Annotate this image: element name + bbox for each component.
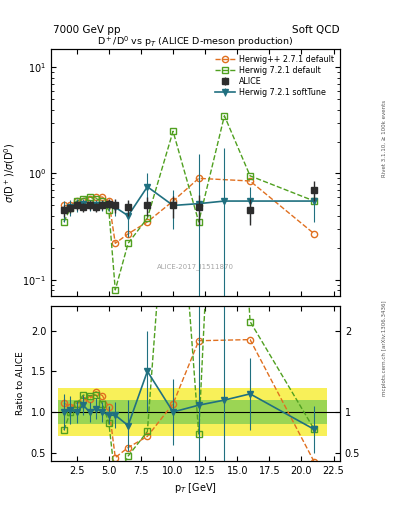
Herwig++ 2.7.1 default <box>87 196 92 202</box>
Herwig 7.2.1 default <box>81 196 86 202</box>
Line: Herwig 7.2.1 default: Herwig 7.2.1 default <box>61 113 318 293</box>
Text: Soft QCD: Soft QCD <box>292 25 340 35</box>
Text: mcplots.cern.ch [arXiv:1306.3436]: mcplots.cern.ch [arXiv:1306.3436] <box>382 301 387 396</box>
X-axis label: p$_T$ [GeV]: p$_T$ [GeV] <box>174 481 217 495</box>
Legend: Herwig++ 2.7.1 default, Herwig 7.2.1 default, ALICE, Herwig 7.2.1 softTune: Herwig++ 2.7.1 default, Herwig 7.2.1 def… <box>213 53 336 99</box>
Herwig 7.2.1 default <box>62 219 66 225</box>
Y-axis label: $\sigma$(D$^+$)/$\sigma$(D$^0$): $\sigma$(D$^+$)/$\sigma$(D$^0$) <box>2 142 17 203</box>
Herwig++ 2.7.1 default <box>74 198 79 204</box>
Herwig++ 2.7.1 default <box>312 231 317 237</box>
Herwig 7.2.1 default <box>100 198 105 204</box>
Herwig 7.2.1 default <box>248 173 252 179</box>
Herwig++ 2.7.1 default <box>100 194 105 200</box>
Herwig 7.2.1 default <box>196 219 201 225</box>
Herwig 7.2.1 default <box>74 198 79 204</box>
Text: 7000 GeV pp: 7000 GeV pp <box>53 25 121 35</box>
Herwig 7.2.1 default <box>87 194 92 200</box>
Herwig++ 2.7.1 default <box>62 202 66 208</box>
Herwig 7.2.1 default <box>145 215 150 221</box>
Text: Rivet 3.1.10, ≥ 100k events: Rivet 3.1.10, ≥ 100k events <box>382 100 387 177</box>
Herwig++ 2.7.1 default <box>107 198 111 204</box>
Title: D$^+$/D$^0$ vs p$_T$ (ALICE D-meson production): D$^+$/D$^0$ vs p$_T$ (ALICE D-meson prod… <box>97 34 294 49</box>
Line: Herwig++ 2.7.1 default: Herwig++ 2.7.1 default <box>61 175 318 246</box>
Herwig++ 2.7.1 default <box>126 231 130 237</box>
Y-axis label: Ratio to ALICE: Ratio to ALICE <box>16 352 25 415</box>
Herwig++ 2.7.1 default <box>248 178 252 184</box>
Herwig++ 2.7.1 default <box>145 219 150 225</box>
Herwig++ 2.7.1 default <box>113 240 118 246</box>
Herwig++ 2.7.1 default <box>196 175 201 181</box>
Herwig 7.2.1 default <box>94 196 98 202</box>
Herwig++ 2.7.1 default <box>68 202 73 208</box>
Herwig++ 2.7.1 default <box>81 198 86 204</box>
Herwig 7.2.1 default <box>222 113 227 119</box>
Herwig 7.2.1 default <box>68 205 73 211</box>
Herwig 7.2.1 default <box>312 198 317 204</box>
Herwig++ 2.7.1 default <box>171 198 175 204</box>
Herwig 7.2.1 default <box>107 207 111 214</box>
Herwig 7.2.1 default <box>126 240 130 246</box>
Herwig++ 2.7.1 default <box>94 194 98 200</box>
Herwig 7.2.1 default <box>113 287 118 293</box>
Herwig 7.2.1 default <box>171 128 175 134</box>
Text: ALICE-2017_I1511870: ALICE-2017_I1511870 <box>157 263 234 270</box>
